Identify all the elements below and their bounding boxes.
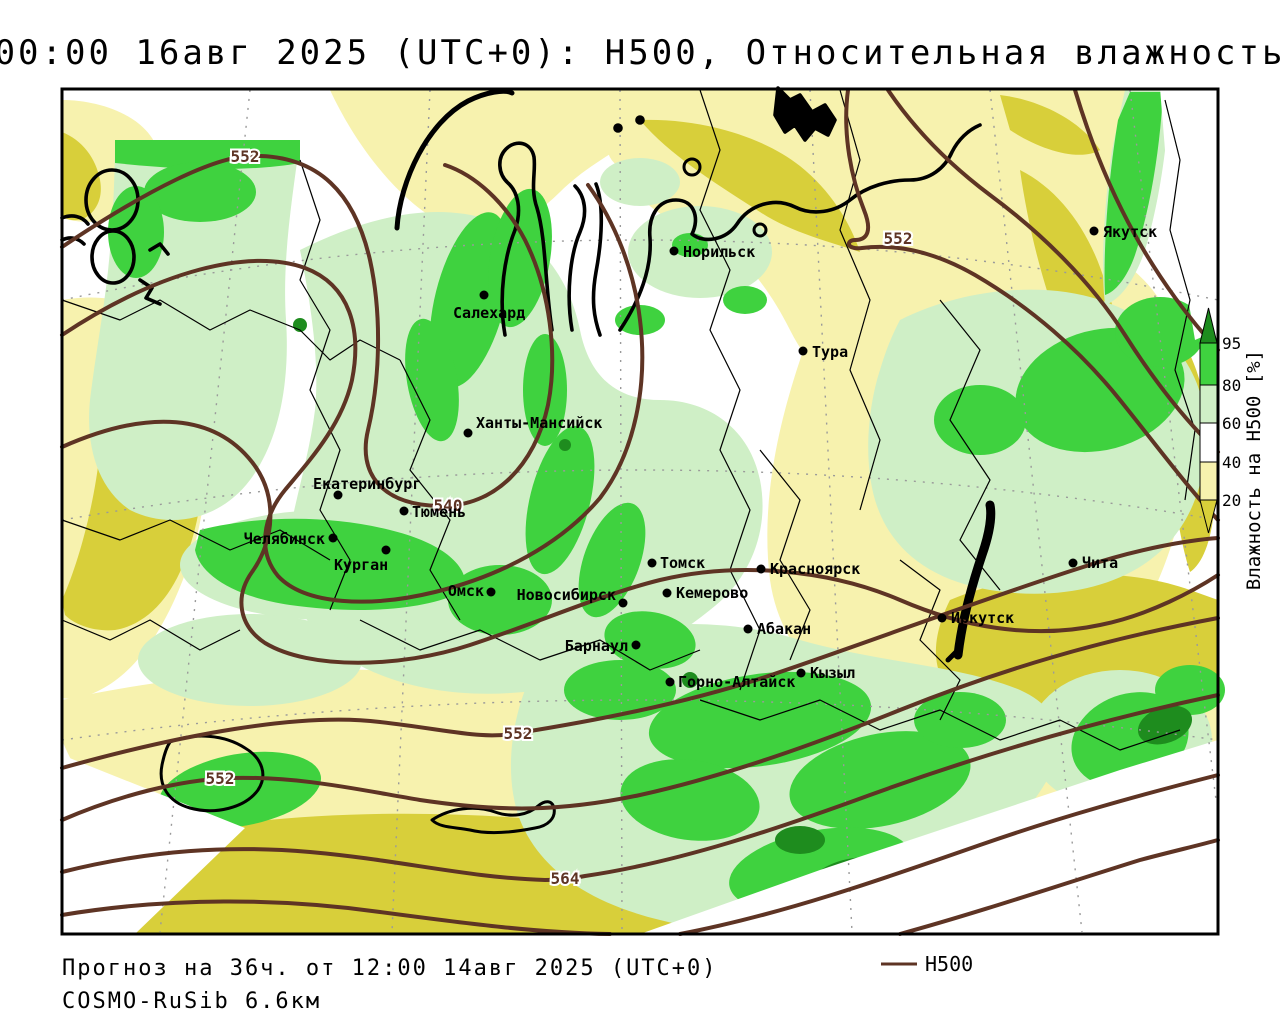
city-dot [1068,558,1078,568]
city-dot [328,533,338,543]
contour-value-label: 552 [231,147,260,166]
city-dot [669,246,679,256]
city-markers: Норильск Салехард Тура Якутск Ханты-Мансийск… [244,223,1157,691]
city-label: Горно-Алтайск [678,673,795,691]
contour-value-label: 552 [206,769,235,788]
humidity-field [62,88,1225,934]
city-dot [463,428,473,438]
domain-void [62,88,1218,934]
city-dot [647,558,657,568]
city-dot [631,640,641,650]
city-label: Барнаул [565,637,628,655]
city-label: Кызыл [810,664,855,682]
map-frame [60,87,1220,936]
city-label: Кемерово [676,584,748,602]
contour-value-label: 552 [504,724,533,743]
city-label: Красноярск [770,560,860,578]
colorbar-title: Влажность на H500 [%] [1243,350,1265,590]
city-label: Тюмень [412,503,466,521]
city-dot [937,613,947,623]
city-label: Томск [660,554,705,572]
city-dot [333,490,343,500]
colorbar-tick-label: 95 [1222,334,1241,353]
city-label: Тура [812,343,848,361]
contour-lines [60,88,1220,936]
colorbar-tick-label: 60 [1222,414,1241,433]
graticule [61,89,1219,933]
city-dot [662,588,672,598]
humidity-colorbar: 95 80 60 40 20 [1199,307,1241,534]
colorbar-segment [1199,461,1218,501]
colorbar-tick-label: 40 [1222,453,1241,472]
city-dot [1089,226,1099,236]
city-label: Новосибирск [517,586,616,604]
city-dot [399,506,409,516]
colorbar-segment [1199,384,1218,424]
city-dot [743,624,753,634]
city-label: Курган [334,556,388,574]
colorbar-segment [1199,499,1218,534]
city-label: Салехард [453,304,525,322]
city-dot [665,677,675,687]
colorbar-tick-label: 20 [1222,491,1241,510]
city-dot [381,545,391,555]
forecast-info-line: Прогноз на 36ч. от 12:00 14авг 2025 (UTC… [62,956,718,981]
city-label: Омск [448,582,484,600]
city-label: Челябинск [244,530,325,548]
admin-borders [61,89,1196,751]
contour-labels: 552 540 552 552 552 564 [204,145,915,890]
legend-h500-label: H500 [925,952,973,976]
model-info-line: COSMO-RuSib 6.6км [62,989,321,1014]
city-label: Ханты-Мансийск [476,414,602,432]
colorbar-segment [1199,342,1218,386]
contour-value-label: 564 [551,869,580,888]
city-label: Норильск [683,243,755,261]
page-title: 00:00 16авг 2025 (UTC+0): H500, Относите… [0,33,1280,73]
city-label: Иркутск [951,609,1014,627]
colorbar-tick-label: 80 [1222,376,1241,395]
city-label: Чита [1082,554,1118,572]
city-label: Якутск [1103,223,1157,241]
city-dot [798,346,808,356]
colorbar-segment [1199,422,1218,463]
contour-value-label: 552 [884,229,913,248]
city-dot [796,668,806,678]
city-label: Абакан [757,620,811,638]
city-label: Екатеринбург [313,475,421,493]
city-dot [486,587,496,597]
city-dot [618,598,628,608]
city-dot [479,290,489,300]
contour-value-label: 540 [434,496,463,515]
city-dot [756,564,766,574]
